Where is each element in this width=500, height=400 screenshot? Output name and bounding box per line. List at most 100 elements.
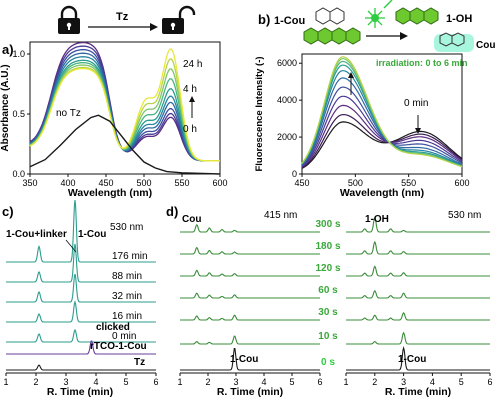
scheme-arrow-label: Tz [116, 11, 129, 23]
c-trace-label: 0 min [112, 331, 136, 342]
c-xtick-label: 3 [63, 377, 68, 387]
d-xtick-label: 3 [401, 377, 406, 387]
peak-label-1-oh: 1-OH [365, 214, 389, 225]
d-xtick-label: 3 [233, 377, 238, 387]
panel-b-xlabel: Wavelength (nm) [340, 187, 424, 199]
c-trace [6, 273, 156, 303]
d-xtick-label: 2 [372, 377, 377, 387]
scheme-reactant-label: 1-Cou [274, 15, 305, 27]
panel-d-time-labels: 300 s 180 s 120 s 60 s 30 s 10 s 0 s [315, 219, 340, 368]
d-xtick-label: 6 [487, 377, 492, 387]
panel-a: a) Tz 350 400 450 500 550 600 0.0 0.5 1.0 Wavele… [0, 5, 228, 199]
d-time-label: 0 s [321, 357, 335, 368]
a-xtick-label: 600 [212, 178, 227, 188]
b-series-line [301, 95, 463, 167]
c-trace [6, 340, 156, 355]
c-xtick-label: 4 [93, 377, 98, 387]
d-xtick-label: 1 [177, 377, 182, 387]
panel-a-label: a) [2, 42, 14, 57]
panel-c-trace-labels: 176 min 88 min 32 min 16 min 0 min [112, 251, 148, 342]
lock-open-icon [162, 5, 196, 34]
c-trace-label: 88 min [112, 271, 142, 282]
panel-c-label: c) [2, 204, 14, 219]
annotation-0min: 0 min [404, 98, 428, 109]
panel-b-ylabel: Fluorescence Intensity (-) [254, 56, 265, 171]
annotation-4h: 4 h [183, 84, 197, 95]
annotation-no-tz: no Tz [56, 108, 81, 119]
d-time-label: 180 s [315, 241, 340, 252]
c-trace-label: 16 min [112, 311, 142, 322]
panel-b-plot-frame [301, 53, 463, 175]
panel-b-series [301, 56, 463, 169]
c-trace [6, 364, 156, 371]
annotation-b-down-arrow-head [415, 128, 421, 134]
d-left-trace [180, 246, 320, 255]
a-xtick-label: 450 [98, 178, 113, 188]
product-molecule-icon [395, 7, 474, 52]
peak-label-clicked: clicked [96, 322, 130, 333]
a-series-no-tz [29, 114, 221, 175]
panel-c-ticks: 1 2 3 4 5 6 [3, 373, 159, 387]
panel-d-ticks: 1 2 3 4 5 6 1 2 3 4 5 6 [177, 373, 493, 387]
panel-c-wavelength: 530 nm [110, 222, 143, 233]
panel-b: b) 1-Cou [254, 0, 495, 199]
panel-d-wavelength-left: 415 nm [264, 210, 297, 221]
b-ytick-label: 4000 [277, 95, 297, 105]
b-ytick-label: 6000 [277, 58, 297, 68]
panel-c-traces [6, 199, 156, 371]
b-series-line [301, 60, 463, 167]
b-series-line [301, 56, 463, 168]
panel-b-label: b) [258, 12, 270, 27]
d-left-trace [180, 314, 320, 321]
a-ytick-label: 0.5 [12, 109, 25, 119]
panel-c-xlabel: R. Time (min) [47, 386, 113, 398]
d-time-label: 120 s [315, 263, 340, 274]
c-xtick-label: 5 [123, 377, 128, 387]
d-right-trace [346, 265, 490, 277]
annotation-0h: 0 h [183, 124, 197, 135]
panel-d-traces [180, 216, 490, 371]
c-xtick-label: 1 [3, 377, 8, 387]
b-series-line [301, 104, 463, 168]
a-ytick-label: 0.0 [12, 169, 25, 179]
d-left-trace [180, 335, 320, 345]
peak-label-1-cou-left: 1-Cou [230, 354, 258, 365]
panel-d: d) 1 2 3 4 5 6 1 2 3 4 5 6 300 s 180 s 120 s 60 s 30 s 1… [166, 204, 493, 398]
b-xtick-label: 450 [294, 178, 309, 188]
annotation-irradiation: irradiation: 0 to 6 min [376, 58, 468, 68]
peak-label-tz: Tz [134, 357, 145, 368]
peak-label-cou-linker-pointer [65, 239, 77, 253]
a-xtick-label: 400 [60, 178, 75, 188]
d-left-trace [180, 223, 320, 233]
annotation-24h: 24 h [183, 59, 202, 70]
d-xtick-label: 2 [205, 377, 210, 387]
panel-a-ylabel: Absorbance (A.U.) [0, 64, 11, 151]
d-left-trace [180, 269, 320, 277]
d-right-trace [346, 345, 490, 371]
d-time-label: 300 s [315, 219, 340, 230]
c-trace [6, 199, 156, 263]
peak-label-cou: 1-Cou [78, 229, 106, 240]
d-right-trace [346, 289, 490, 299]
panel-d-right-xlabel: R. Time (min) [385, 386, 451, 398]
lock-closed-icon [58, 5, 80, 34]
d-time-label: 60 s [318, 285, 338, 296]
c-trace [6, 328, 156, 343]
panel-d-wavelength-right: 530 nm [448, 210, 481, 221]
b-xtick-label: 500 [348, 178, 363, 188]
d-time-label: 10 s [318, 331, 338, 342]
c-trace [6, 300, 156, 323]
panel-d-label: d) [166, 204, 178, 219]
d-left-trace [180, 347, 320, 371]
a-ytick-label: 1.0 [12, 49, 25, 59]
d-right-trace [346, 311, 490, 321]
scheme-b-arrow-head [400, 32, 408, 40]
panel-c: c) 1 2 3 4 5 6 176 min 88 min 32 min 16 min 0 min… [2, 199, 159, 398]
d-xtick-label: 1 [343, 377, 348, 387]
b-ytick-label: 2000 [277, 132, 297, 142]
b-xtick-label: 600 [454, 178, 469, 188]
annotation-time-arrow-head [189, 96, 195, 102]
a-xtick-label: 500 [136, 178, 151, 188]
